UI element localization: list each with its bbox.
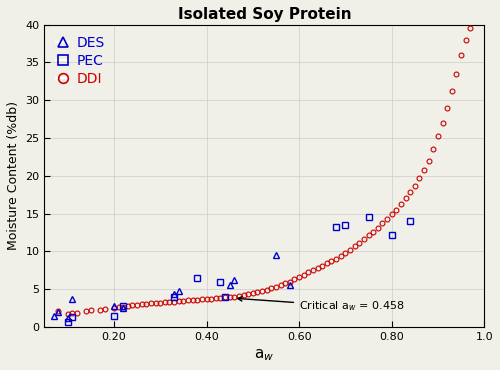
PEC	[222, 295, 228, 300]
DES	[273, 253, 279, 257]
DES	[176, 289, 182, 293]
Title: Isolated Soy Protein: Isolated Soy Protein	[178, 7, 351, 22]
PEC	[171, 295, 177, 299]
DDI	[120, 304, 126, 309]
PEC	[111, 313, 117, 318]
DDI	[380, 221, 386, 226]
DES	[50, 313, 56, 318]
PEC	[120, 303, 126, 308]
DDI	[468, 26, 473, 30]
Y-axis label: Moisture Content (%db): Moisture Content (%db)	[7, 101, 20, 250]
DES	[70, 297, 75, 301]
DES	[232, 278, 237, 282]
DES	[120, 306, 126, 310]
DDI	[268, 286, 274, 290]
DES	[226, 283, 232, 287]
DDI	[412, 183, 418, 188]
PEC	[388, 233, 394, 238]
Line: DDI: DDI	[56, 26, 473, 316]
DES	[287, 283, 293, 287]
PEC	[407, 219, 413, 223]
DDI	[56, 309, 62, 313]
PEC	[333, 225, 339, 229]
PEC	[342, 223, 348, 227]
PEC	[70, 315, 75, 319]
DDI	[88, 308, 94, 313]
PEC	[218, 280, 224, 285]
PEC	[64, 320, 70, 324]
DES	[56, 310, 62, 314]
DES	[111, 303, 117, 308]
DES	[171, 292, 177, 297]
Legend: DES, PEC, DDI: DES, PEC, DDI	[52, 31, 109, 90]
Line: DES: DES	[50, 252, 294, 321]
PEC	[366, 215, 372, 219]
DDI	[74, 310, 80, 315]
DES	[64, 316, 70, 320]
Line: PEC: PEC	[64, 214, 414, 326]
DDI	[64, 312, 70, 316]
Text: Critical a$_w$ = 0.458: Critical a$_w$ = 0.458	[238, 297, 404, 313]
PEC	[194, 276, 200, 280]
X-axis label: a$_w$: a$_w$	[254, 347, 274, 363]
